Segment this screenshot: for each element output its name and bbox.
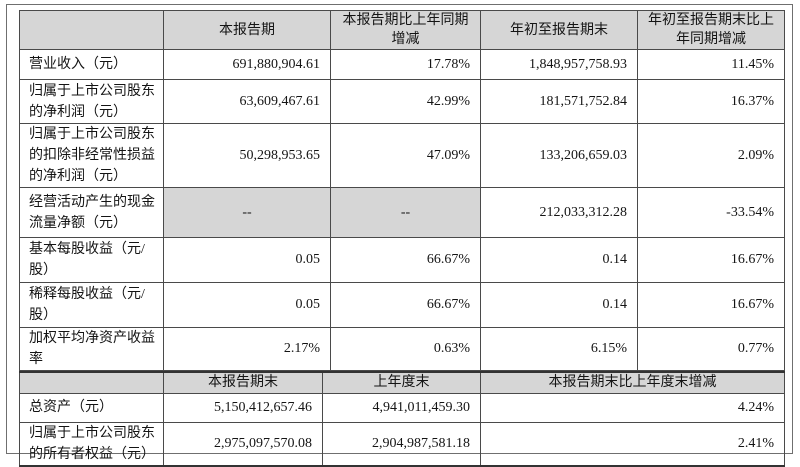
metric-value: 0.05 [163, 237, 331, 283]
metric-value: 133,206,659.03 [480, 123, 638, 188]
table-row-total-assets: 总资产（元） 5,150,412,657.46 4,941,011,459.30… [19, 392, 785, 423]
metric-value: 5,150,412,657.46 [163, 392, 323, 423]
header-row: 本报告期末 上年度末 本报告期末比上年度末增减 [19, 371, 785, 394]
metric-value: 0.77% [637, 327, 785, 371]
metric-value: 0.63% [330, 327, 481, 371]
metric-value-na: -- [163, 187, 331, 238]
table-row-operating-cash-flow: 经营活动产生的现金 流量净额（元） -- -- 212,033,312.28 -… [19, 187, 785, 238]
metric-value-na: -- [330, 187, 481, 238]
metric-label: 归属于上市公司股东 的所有者权益（元） [19, 421, 164, 467]
metric-value: -33.54% [637, 187, 785, 238]
table-row-deducted-net-profit: 归属于上市公司股东 的扣除非经常性损益 的净利润（元） 50,298,953.6… [19, 123, 785, 188]
header-period-end: 本报告期末 [163, 371, 323, 394]
metric-value: 4.24% [480, 392, 785, 423]
header-prev-year-end: 上年度末 [322, 371, 481, 394]
period-end-table: 本报告期末 上年度末 本报告期末比上年度末增减 总资产（元） 5,150,412… [19, 371, 785, 467]
table-row-weighted-roe: 加权平均净资产收益 率 2.17% 0.63% 6.15% 0.77% [19, 327, 785, 371]
metric-value: 63,609,467.61 [163, 79, 331, 124]
header-current-period: 本报告期 [163, 10, 331, 50]
financial-summary-table: 本报告期 本报告期比上年同期 增减 年初至报告期末 年初至报告期末比上 年同期增… [19, 10, 785, 467]
metric-value: 6.15% [480, 327, 638, 371]
header-blank [19, 10, 164, 50]
table-row-diluted-eps: 稀释每股收益（元/ 股） 0.05 66.67% 0.14 16.67% [19, 282, 785, 328]
metric-value: 50,298,953.65 [163, 123, 331, 188]
metric-value: 16.67% [637, 237, 785, 283]
metric-value: 0.05 [163, 282, 331, 328]
metric-value: 691,880,904.61 [163, 49, 331, 80]
table-row-revenue: 营业收入（元） 691,880,904.61 17.78% 1,848,957,… [19, 49, 785, 80]
metric-value: 2.41% [480, 421, 785, 467]
metric-value: 2,975,097,570.08 [163, 421, 323, 467]
metric-value: 2.17% [163, 327, 331, 371]
metric-value: 212,033,312.28 [480, 187, 638, 238]
metric-value: 16.37% [637, 79, 785, 124]
metric-label: 总资产（元） [19, 392, 164, 423]
metric-value: 2.09% [637, 123, 785, 188]
metric-label: 营业收入（元） [19, 49, 164, 80]
metric-label: 经营活动产生的现金 流量净额（元） [19, 187, 164, 238]
header-row: 本报告期 本报告期比上年同期 增减 年初至报告期末 年初至报告期末比上 年同期增… [19, 10, 785, 50]
header-current-yoy: 本报告期比上年同期 增减 [330, 10, 481, 50]
metric-value: 42.99% [330, 79, 481, 124]
current-period-table: 本报告期 本报告期比上年同期 增减 年初至报告期末 年初至报告期末比上 年同期增… [19, 10, 785, 371]
metric-value: 2,904,987,581.18 [322, 421, 481, 467]
metric-value: 66.67% [330, 282, 481, 328]
header-ytd-yoy: 年初至报告期末比上 年同期增减 [637, 10, 785, 50]
metric-label: 归属于上市公司股东 的净利润（元） [19, 79, 164, 124]
metric-value: 16.67% [637, 282, 785, 328]
metric-value: 1,848,957,758.93 [480, 49, 638, 80]
table-row-owners-equity: 归属于上市公司股东 的所有者权益（元） 2,975,097,570.08 2,9… [19, 421, 785, 467]
metric-label: 加权平均净资产收益 率 [19, 327, 164, 371]
metric-value: 0.14 [480, 237, 638, 283]
header-period-end-change: 本报告期末比上年度末增减 [480, 371, 785, 394]
metric-value: 4,941,011,459.30 [322, 392, 481, 423]
metric-label: 基本每股收益（元/ 股） [19, 237, 164, 283]
header-ytd: 年初至报告期末 [480, 10, 638, 50]
metric-value: 11.45% [637, 49, 785, 80]
table-row-net-profit: 归属于上市公司股东 的净利润（元） 63,609,467.61 42.99% 1… [19, 79, 785, 124]
metric-value: 66.67% [330, 237, 481, 283]
table-row-basic-eps: 基本每股收益（元/ 股） 0.05 66.67% 0.14 16.67% [19, 237, 785, 283]
metric-value: 47.09% [330, 123, 481, 188]
metric-value: 181,571,752.84 [480, 79, 638, 124]
metric-label: 归属于上市公司股东 的扣除非经常性损益 的净利润（元） [19, 123, 164, 188]
header-blank [19, 371, 164, 394]
metric-value: 17.78% [330, 49, 481, 80]
metric-value: 0.14 [480, 282, 638, 328]
metric-label: 稀释每股收益（元/ 股） [19, 282, 164, 328]
